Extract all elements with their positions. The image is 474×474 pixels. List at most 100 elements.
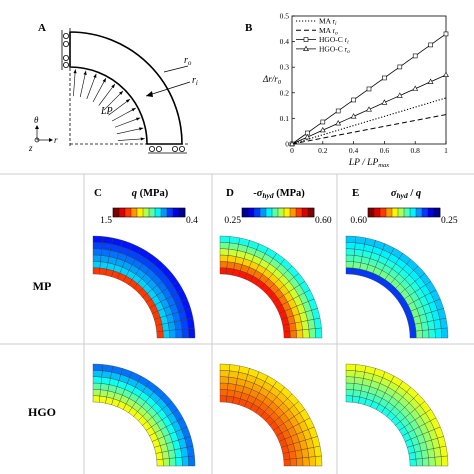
colorbar-c-min: 1.5 (100, 216, 112, 226)
pressure-arrowhead (140, 137, 145, 141)
legend-label: MA ri (319, 17, 337, 28)
mesh-element (219, 395, 228, 403)
pressure-arrow (86, 73, 97, 100)
mesh-element (308, 456, 316, 467)
pressure-arrow (117, 138, 145, 141)
mesh-element (92, 254, 102, 262)
colorbar-cell (173, 208, 180, 217)
colorbar-cell (149, 208, 156, 217)
mesh-element (219, 254, 229, 262)
bottom-grid: MP HGO (0, 173, 474, 474)
panel-e-letter: E (352, 187, 359, 199)
series-line (291, 114, 447, 145)
roller-supports-left (61, 30, 70, 70)
colorbar-c-max: 0.4 (186, 216, 198, 226)
mesh-element (296, 457, 304, 467)
plot-frame (291, 15, 447, 145)
colorbar-cell (248, 208, 255, 217)
roller-supports-bottom (148, 145, 187, 154)
mesh-element (92, 395, 101, 403)
label-z-axis: z (28, 143, 33, 153)
legend-label: HGO-C ri (319, 35, 349, 46)
mesh-element (414, 322, 423, 332)
mesh-element (161, 450, 170, 460)
colorbar-cell (272, 208, 279, 217)
colorbar-d (241, 207, 315, 218)
series-marker (350, 113, 357, 119)
series-marker (412, 85, 419, 91)
x-tick-label: 0.2 (318, 146, 328, 155)
mesh-element (186, 317, 195, 329)
pressure-arrow (103, 90, 124, 111)
pressure-arrow (73, 69, 76, 97)
series-marker (427, 78, 434, 84)
mesh-element (289, 458, 297, 467)
mesh-element (352, 389, 362, 398)
mesh-element (302, 329, 310, 339)
mesh-element (156, 458, 164, 467)
mesh-element (99, 261, 109, 270)
mesh-element (441, 455, 449, 467)
mesh-element (92, 363, 104, 371)
mesh-element (302, 457, 310, 467)
mesh-element (313, 445, 322, 457)
colorbar-cell (131, 208, 138, 217)
mesh-element (162, 330, 170, 339)
mesh-element (102, 236, 114, 245)
series-marker (397, 64, 403, 70)
mesh-element (288, 322, 297, 332)
mesh-element (283, 330, 291, 339)
colorbar-c (112, 207, 186, 218)
panel-c-title: q (MPa) (132, 188, 169, 199)
mesh-element (282, 452, 291, 460)
contour-mp-q (92, 235, 196, 339)
colorbar-cell (167, 208, 174, 217)
mesh-element (155, 324, 164, 332)
series-marker (396, 92, 403, 98)
colorbar-cell (155, 208, 162, 217)
colorbar-cell (266, 208, 273, 217)
mesh-element (428, 457, 436, 467)
panel-a-letter: A (38, 22, 46, 34)
pressure-arrowhead (131, 108, 136, 112)
colorbar-e (367, 207, 441, 218)
series-marker (351, 97, 356, 103)
mesh-element (352, 261, 362, 270)
colorbar-cell (428, 208, 435, 217)
y-tick-label: 0.5 (280, 12, 290, 21)
pressure-arrowhead (73, 69, 77, 74)
colorbar-cell (434, 208, 441, 217)
pressure-arrowhead (111, 83, 115, 89)
mesh-element (345, 261, 354, 269)
mesh-element (345, 395, 354, 403)
mesh-element (229, 236, 241, 245)
colorbar-cell (422, 208, 429, 217)
mesh-element (434, 456, 442, 467)
y-tick-label: 0.2 (280, 88, 290, 97)
mesh-element (156, 330, 164, 339)
mesh-element (102, 364, 114, 373)
y-tick-label: 0.3 (280, 63, 290, 72)
x-tick-label: 0.8 (411, 146, 421, 155)
mesh-element (345, 248, 355, 256)
legend-marker (303, 45, 309, 52)
mesh-element (169, 329, 177, 339)
mesh-element (345, 389, 354, 397)
mesh-element (92, 382, 102, 390)
ro-leader (163, 65, 189, 73)
label-lp: LP (100, 106, 113, 117)
mesh-element (434, 328, 442, 339)
colorbar-cell (254, 208, 261, 217)
mesh-element (219, 370, 230, 378)
mesh-element (219, 267, 228, 275)
mesh-element (345, 382, 355, 390)
mesh-element (313, 317, 322, 329)
panel-b: B 0 0.2 0.4 0.6 0.8 1 0 0.1 0.2 0.3 0.4 0.5 LP / LPm… (245, 12, 449, 169)
mesh-element (175, 329, 183, 339)
mesh-element (226, 389, 236, 398)
mesh-element (345, 267, 354, 275)
colorbar-cell (179, 208, 186, 217)
mesh-element (439, 445, 448, 457)
colorbar-cell (392, 208, 399, 217)
